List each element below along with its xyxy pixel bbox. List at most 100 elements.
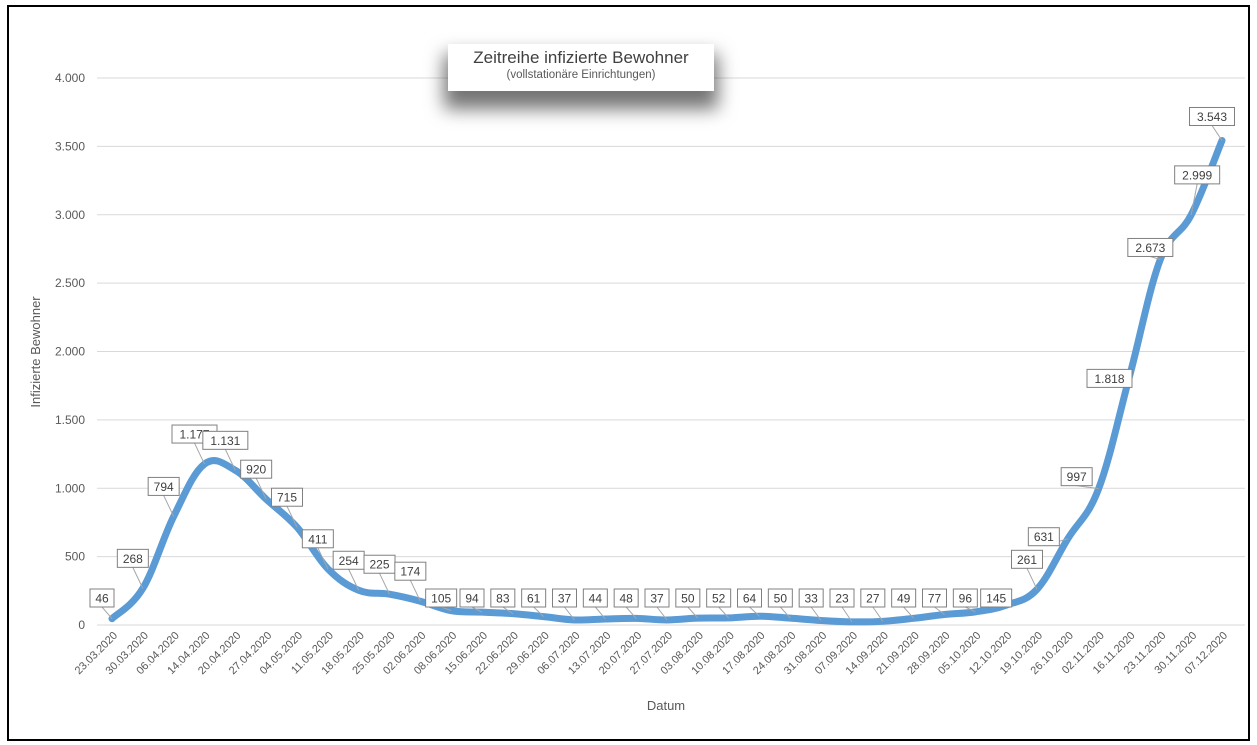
data-label-layer: 46 268 794 1.177 1.131 920 715 411 254 225 174 105 9… (89, 106, 1235, 623)
data-label: 1.131 (210, 434, 240, 448)
y-tick-label: 1.500 (55, 413, 85, 427)
data-label-box (394, 561, 427, 581)
x-axis-title: Datum (647, 698, 685, 713)
data-label-box (301, 529, 334, 549)
y-tick-label: 0 (78, 618, 85, 632)
leader-line (409, 579, 421, 602)
data-label: 37 (650, 592, 664, 606)
leader-line (317, 547, 329, 570)
data-label: 44 (589, 592, 603, 606)
data-label-box (459, 588, 485, 608)
data-label-box (675, 588, 701, 608)
data-label-box (860, 588, 886, 608)
data-label: 46 (95, 592, 109, 606)
data-label-box (980, 588, 1013, 608)
data-label: 105 (431, 592, 451, 606)
data-label: 268 (123, 552, 143, 566)
data-label: 48 (619, 592, 633, 606)
leader-line (965, 606, 976, 613)
data-label: 631 (1034, 530, 1054, 544)
leader-line (101, 606, 113, 620)
data-label: 715 (277, 491, 297, 505)
y-tick-label: 500 (65, 550, 85, 564)
data-label: 83 (496, 592, 510, 606)
data-label: 61 (527, 592, 541, 606)
leader-line (1026, 568, 1038, 590)
y-tick-label: 4.000 (55, 71, 85, 85)
data-label: 145 (986, 592, 1006, 606)
data-label-box (952, 588, 978, 608)
data-label: 174 (400, 565, 420, 579)
data-label-box (1127, 237, 1174, 257)
data-label: 77 (928, 592, 942, 606)
data-label-box (1027, 527, 1060, 547)
leader-line (749, 606, 760, 617)
data-label-box (425, 588, 458, 608)
data-label: 96 (959, 592, 973, 606)
leader-line (348, 569, 360, 591)
data-label-box (490, 588, 516, 608)
data-label: 997 (1067, 470, 1087, 484)
data-label: 23 (835, 592, 849, 606)
leader-line (841, 606, 853, 623)
leader-line (718, 606, 730, 619)
leader-line (810, 606, 822, 621)
leader-line (163, 495, 175, 517)
leader-line (594, 606, 606, 620)
data-label-box (202, 430, 249, 450)
data-label: 1.818 (1094, 372, 1124, 386)
data-label: 261 (1017, 553, 1037, 567)
data-label-box (1086, 368, 1133, 388)
data-label: 37 (558, 592, 572, 606)
leader-line (440, 606, 452, 612)
leader-line (625, 606, 637, 619)
leader-line (779, 606, 791, 619)
data-label: 52 (712, 592, 726, 606)
leader-line (934, 606, 945, 615)
data-label: 225 (369, 558, 389, 572)
data-label-box (521, 588, 547, 608)
data-label-box (271, 487, 303, 507)
leader-line (471, 606, 483, 613)
leader-line (656, 606, 668, 621)
chart-title: Zeitreihe infizierte Bewohner (473, 48, 689, 67)
data-label-box (922, 588, 947, 608)
data-label-box (1011, 549, 1043, 569)
data-label: 3.543 (1197, 110, 1227, 124)
data-label-box (613, 588, 639, 608)
leader-line (132, 567, 144, 589)
x-axis-ticks: 23.03.202030.03.202006.04.202014.04.2020… (73, 630, 1230, 677)
data-label: 50 (774, 592, 788, 606)
data-label-box (891, 588, 917, 608)
leader-line (286, 506, 298, 528)
data-label-box (706, 588, 732, 608)
leader-line (224, 449, 236, 471)
data-label-box (89, 588, 115, 608)
data-label: 254 (339, 554, 359, 568)
leader-line (1190, 183, 1198, 215)
data-label: 94 (465, 592, 479, 606)
series-line-layer (108, 136, 1226, 626)
data-label-box (1060, 467, 1093, 487)
data-label-box (240, 459, 273, 479)
data-label: 411 (308, 532, 327, 546)
y-tick-label: 2.000 (55, 345, 85, 359)
leader-line (687, 606, 699, 619)
gridlines (97, 77, 1245, 626)
leader-line (379, 573, 390, 595)
leader-line (502, 606, 514, 615)
leader-line (1211, 125, 1223, 141)
leader-line (903, 606, 915, 619)
data-label-box (1174, 165, 1221, 185)
leader-line (533, 606, 545, 618)
y-tick-label: 3.000 (55, 208, 85, 222)
data-label: 920 (246, 463, 266, 477)
chart-title-box: Zeitreihe infizierte Bewohner (vollstati… (448, 44, 714, 91)
y-tick-label: 3.500 (55, 139, 85, 153)
data-label-box (798, 588, 824, 608)
data-label-box (582, 588, 608, 608)
data-label: 64 (743, 592, 757, 606)
data-label-box (644, 588, 670, 608)
y-axis-ticks: 0 500 1.000 1.500 2.000 2.500 3.000 3.500 4.000 (55, 71, 85, 632)
